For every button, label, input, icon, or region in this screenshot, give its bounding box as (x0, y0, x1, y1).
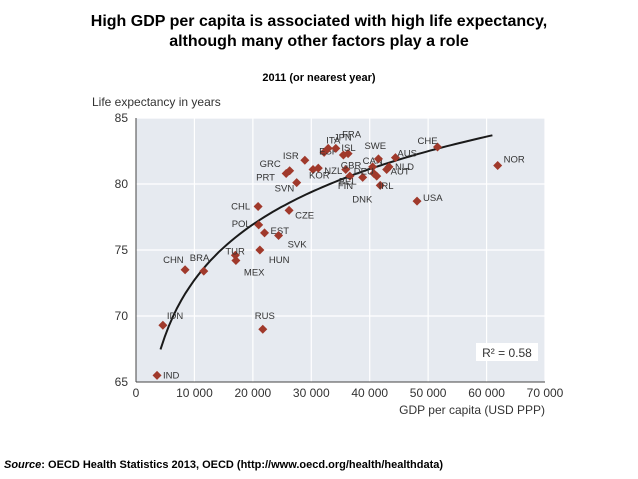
data-label-che: CHE (417, 136, 437, 147)
data-label-chn: CHN (163, 255, 184, 266)
source-note: Source: OECD Health Statistics 2013, OEC… (4, 459, 443, 471)
data-point-chn (180, 265, 190, 275)
data-point-svn (292, 178, 302, 188)
data-label-isl: ISL (341, 143, 355, 154)
data-point-hun (255, 245, 265, 255)
data-label-grc: GRC (260, 159, 281, 170)
data-label-aus: AUS (397, 149, 417, 160)
data-point-isl (338, 150, 348, 160)
data-point-mex (231, 256, 241, 266)
data-point-svk (274, 230, 284, 240)
data-label-isr: ISR (283, 151, 299, 162)
data-point-nzl (313, 163, 323, 173)
x-tick-label: 60 000 (468, 386, 505, 400)
data-point-gbr (341, 164, 351, 174)
data-label-nor: NOR (504, 155, 525, 166)
data-point-bra (199, 266, 209, 276)
data-label-usa: USA (423, 193, 443, 204)
data-label-svk: SVK (288, 239, 308, 250)
x-axis-title: GDP per capita (USD PPP) (399, 403, 545, 417)
data-label-prt: PRT (256, 172, 275, 183)
data-point-chl (253, 201, 263, 211)
x-tick-label: 40 000 (351, 386, 388, 400)
data-label-gbr: GBR (341, 160, 362, 171)
x-tick-label: 30 000 (293, 386, 330, 400)
data-label-swe: SWE (364, 141, 386, 152)
data-point-pol (254, 220, 264, 230)
data-point-che (432, 142, 442, 152)
data-point-ind (152, 370, 162, 380)
chart-title: High GDP per capita is associated with h… (0, 12, 638, 52)
data-label-tur: TUR (225, 246, 245, 257)
data-label-nld: NLD (395, 162, 414, 173)
x-tick-label: 20 000 (235, 386, 272, 400)
data-label-est: EST (271, 226, 290, 237)
data-point-grc (285, 166, 295, 176)
data-point-irl (372, 171, 382, 181)
data-point-swe (373, 154, 383, 164)
data-label-pol: POL (232, 219, 251, 230)
x-tick-label: 0 (133, 386, 140, 400)
r-squared-annotation: R² = 0.58 (482, 346, 532, 360)
y-axis-title: Life expectancy in years (92, 95, 221, 109)
chart-title-line1: High GDP per capita is associated with h… (90, 13, 548, 30)
data-label-bra: BRA (190, 253, 210, 264)
data-label-ita: ITA (326, 135, 341, 146)
x-tick-label: 70 000 (527, 386, 564, 400)
data-point-bel (358, 172, 368, 182)
data-point-jpn (331, 143, 341, 153)
y-tick-label: 85 (115, 111, 129, 125)
y-tick-label: 75 (115, 243, 129, 257)
data-label-irl: IRL (379, 181, 394, 192)
data-point-dnk (375, 180, 385, 190)
data-point-cze (284, 205, 294, 215)
data-point-can (368, 162, 378, 172)
data-label-can: CAN (363, 156, 383, 167)
annotation-box (476, 343, 538, 361)
data-label-fra: FRA (342, 130, 362, 141)
data-label-fin: FIN (338, 181, 353, 192)
data-point-est (260, 228, 270, 238)
data-label-mex: MEX (244, 268, 265, 279)
y-tick-label: 80 (115, 177, 129, 191)
data-label-hun: HUN (269, 255, 290, 266)
data-point-isr (300, 155, 310, 165)
data-point-nld (384, 162, 394, 172)
y-tick-label: 65 (115, 375, 129, 389)
source-label: Source (4, 459, 42, 471)
data-label-jpn: JPN (334, 132, 352, 143)
x-tick-label: 50 000 (410, 386, 447, 400)
source-text: : OECD Health Statistics 2013, OECD (htt… (41, 459, 444, 471)
data-label-cze: CZE (295, 210, 314, 221)
data-label-rus: RUS (255, 311, 275, 322)
data-label-ind: IND (163, 370, 180, 381)
x-tick-label: 10 000 (176, 386, 213, 400)
data-point-usa (412, 196, 422, 206)
data-label-dnk: DNK (352, 194, 373, 205)
data-label-bel: BEL (339, 176, 357, 187)
data-point-fin (345, 171, 355, 181)
data-point-nor (493, 161, 503, 171)
chart-subtitle: 2011 (or nearest year) (262, 72, 376, 84)
data-label-aut: AUT (391, 166, 410, 177)
data-point-rus (258, 324, 268, 334)
chart-title-line2: although many other factors play a role (169, 33, 469, 50)
data-label-deu: DEU (354, 166, 374, 177)
data-label-nzl: NZL (324, 166, 342, 177)
data-label-svn: SVN (275, 184, 295, 195)
y-tick-label: 70 (115, 309, 129, 323)
data-point-ita (323, 143, 333, 153)
data-label-kor: KOR (309, 170, 330, 181)
data-point-aus (390, 153, 400, 163)
data-label-idn: IDN (167, 311, 184, 322)
data-point-tur (230, 250, 240, 260)
data-point-idn (158, 320, 168, 330)
data-label-chl: CHL (231, 201, 250, 212)
